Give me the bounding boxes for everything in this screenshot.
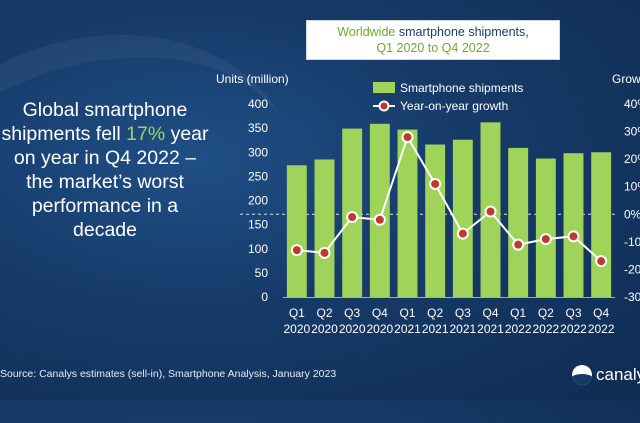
x-tick-label-quarter: Q2 [316,306,332,320]
y-left-tick-label: 0 [261,290,268,304]
growth-point [401,131,414,144]
legend-line-label: Year-on-year growth [400,99,508,113]
source-note: Source: Canalys estimates (sell-in), Sma… [0,368,337,380]
x-tick-label-quarter: Q1 [289,306,305,320]
y-right-tick-label: 10% [624,180,640,194]
x-tick-label-year: 2022 [532,322,559,336]
canalys-logo-icon [572,365,592,385]
x-tick-label-quarter: Q3 [344,306,360,320]
y-left-tick-label: 200 [248,194,268,208]
growth-point [512,238,525,251]
x-tick-label-year: 2022 [560,322,587,336]
y-right-tick-label: 40% [624,97,640,111]
y-right-tick-label: 0% [624,207,640,221]
y-right-axis-title: Growth [612,72,640,86]
legend-line-marker [378,100,390,112]
growth-point [346,211,359,224]
y-left-tick-label: 150 [248,218,268,232]
shipment-bar [535,158,556,297]
y-right-tick-label: -30% [624,290,640,304]
x-tick-label-year: 2021 [477,322,504,336]
x-tick-label-quarter: Q1 [399,306,415,320]
headline-accent: 17% [126,123,166,145]
growth-point [429,177,442,190]
y-right-tick-label: 20% [624,152,640,166]
x-tick-label-year: 2021 [449,322,476,336]
x-tick-label-year: 2021 [422,322,449,336]
chart-title-worldwide: Worldwide [337,25,396,39]
x-tick-label-year: 2021 [394,322,421,336]
y-left-tick-label: 400 [248,97,268,111]
x-tick-label-year: 2022 [588,322,615,336]
shipment-bar [286,165,307,297]
shipment-bar [591,152,612,297]
x-tick-label-quarter: Q4 [593,306,609,320]
x-tick-label-quarter: Q3 [455,306,471,320]
shipment-bar [563,153,584,297]
legend-layer: Smartphone shipments Year-on-year growth [373,81,523,113]
growth-point [456,227,469,240]
shipment-bar [314,159,335,297]
shipment-bar [508,147,529,297]
x-tick-label-year: 2020 [366,322,393,336]
growth-point [373,213,386,226]
shipments-chart: 0 50 100 150 200 250 300 350 400 -30% -20% -10% 0% 10… [216,72,640,336]
shipment-bar [425,144,446,297]
canalys-logo: canalys [572,364,640,386]
chart-title-box: Worldwide smartphone shipments, Q1 2020 … [306,20,560,60]
growth-point [595,255,608,268]
canalys-logo-text: canalys [596,365,640,384]
shipment-bar [397,129,418,297]
x-tick-label-quarter: Q2 [427,306,443,320]
x-tick-label-year: 2022 [505,322,532,336]
shipment-bar [369,123,390,297]
chart-title-line2: Q1 2020 to Q4 2022 [376,41,490,55]
y-left-tick-label: 350 [248,121,268,135]
x-tick-label-year: 2020 [311,322,338,336]
x-tick-label-year: 2020 [283,322,310,336]
headline-text-before: Global smartphone shipments fell [1,99,188,145]
headline: Global smartphone shipments fell 17% yea… [0,98,210,242]
headline-text-after: year on year in Q4 2022 – the market’s w… [13,123,209,241]
growth-point [290,244,303,257]
x-tick-label-quarter: Q4 [372,306,388,320]
y-left-axis-title: Units (million) [216,72,289,86]
y-left-tick-label: 100 [248,242,268,256]
y-left-tick-label: 50 [255,266,269,280]
legend-bar-label: Smartphone shipments [400,81,523,95]
legend-bar-swatch [373,82,395,93]
y-right-tick-label: 30% [624,125,640,139]
shipment-bar [452,139,473,297]
growth-point [484,205,497,218]
axis-layer: 0 50 100 150 200 250 300 350 400 -30% -20% -10% 0% 10… [216,72,640,336]
y-left-tick-label: 250 [248,169,268,183]
growth-point [539,233,552,246]
x-tick-label-quarter: Q1 [510,306,526,320]
growth-point [567,230,580,243]
y-left-tick-label: 300 [248,145,268,159]
x-tick-label-year: 2020 [339,322,366,336]
x-tick-label-quarter: Q2 [538,306,554,320]
y-right-tick-label: -10% [624,235,640,249]
chart-title-line1: Worldwide smartphone shipments, [307,24,559,40]
chart-title-main: smartphone shipments, [395,25,529,39]
growth-point [318,246,331,259]
x-tick-label-quarter: Q4 [482,306,498,320]
y-right-tick-label: -20% [624,262,640,276]
line-layer [290,131,608,268]
x-tick-label-quarter: Q3 [565,306,581,320]
